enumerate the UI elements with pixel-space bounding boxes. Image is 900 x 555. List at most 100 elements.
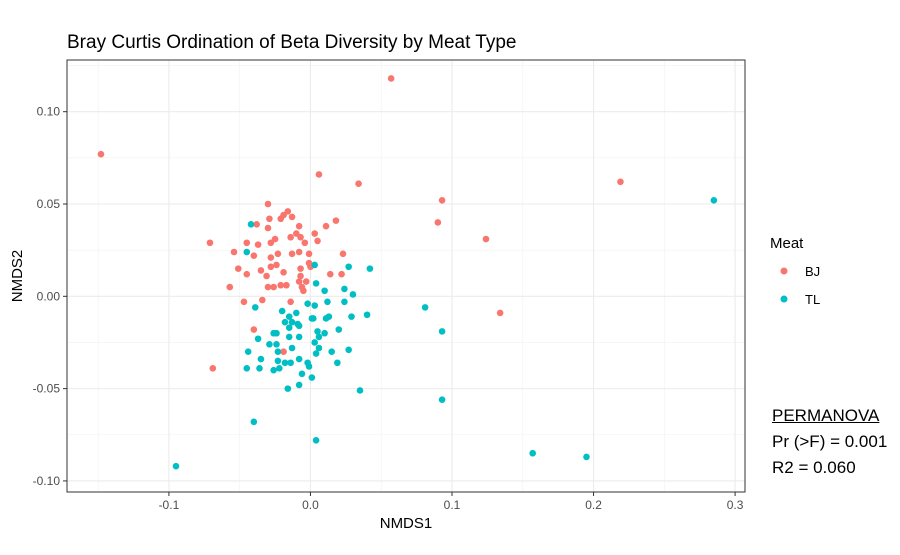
point-bj (97, 150, 105, 158)
point-tl (285, 313, 293, 320)
point-tl (273, 341, 280, 348)
point-bj (311, 230, 319, 237)
point-bj (266, 215, 273, 223)
point-bj (280, 269, 287, 276)
point-tl (312, 280, 320, 287)
point-tl (335, 326, 343, 333)
point-bj (301, 239, 309, 247)
point-tl (244, 348, 252, 355)
point-tl (341, 298, 348, 306)
point-bj (209, 365, 217, 372)
point-bj (264, 283, 272, 291)
point-tl (309, 315, 317, 322)
point-tl (321, 329, 328, 337)
point-bj (264, 200, 272, 208)
point-bj (338, 270, 345, 278)
point-tl (321, 287, 328, 295)
chart-title: Bray Curtis Ordination of Beta Diversity… (67, 32, 517, 53)
point-bj (482, 235, 490, 243)
point-tl (710, 197, 718, 204)
point-tl (312, 437, 320, 444)
permanova-p-value: Pr (>F) = 0.001 (772, 432, 888, 451)
point-tl (288, 318, 296, 326)
point-tl (284, 385, 292, 392)
point-tl (281, 359, 289, 367)
point-tl (287, 359, 294, 367)
point-bj (254, 241, 262, 248)
point-bj (305, 250, 313, 258)
point-tl (324, 298, 331, 306)
point-bj (273, 261, 280, 269)
point-bj (270, 283, 277, 291)
point-tl (366, 265, 374, 272)
point-bj (240, 298, 248, 306)
y-axis-label: NMDS2 (9, 250, 26, 303)
point-tl (312, 350, 320, 357)
point-bj (295, 248, 303, 256)
point-tl (251, 304, 259, 311)
point-bj (288, 213, 296, 221)
point-bj (253, 221, 260, 228)
legend-label-tl: TL (805, 292, 820, 307)
point-bj (314, 237, 321, 245)
legend-title: Meat (770, 235, 804, 252)
point-tl (345, 263, 352, 271)
point-tl (304, 300, 311, 307)
y-tick-label: -0.05 (33, 382, 61, 396)
x-tick-label: 0.3 (727, 498, 744, 512)
point-tl (266, 341, 273, 348)
legend: Meat BJ TL (770, 235, 820, 307)
point-tl (345, 346, 352, 354)
point-tl (278, 307, 286, 315)
point-tl (276, 365, 283, 372)
point-tl (421, 304, 429, 311)
point-bj (243, 239, 251, 247)
point-bj (234, 265, 242, 272)
point-bj (226, 283, 234, 291)
permanova-heading: PERMANOVA (772, 406, 880, 425)
point-tl (334, 359, 341, 367)
point-tl (274, 348, 282, 355)
point-bj (280, 211, 287, 219)
point-bj (300, 287, 307, 295)
x-tick-label: 0.0 (302, 498, 319, 512)
point-bj (274, 250, 282, 258)
point-bj (280, 348, 287, 355)
legend-key-tl (780, 295, 788, 303)
point-bj (287, 233, 294, 241)
point-tl (314, 328, 321, 335)
point-tl (325, 313, 333, 320)
point-tl (273, 329, 280, 337)
point-tl (256, 365, 263, 372)
point-bj (438, 197, 446, 204)
x-tick-label: 0.2 (585, 498, 602, 512)
legend-label-bj: BJ (805, 264, 820, 279)
legend-key-bj (780, 267, 788, 275)
point-tl (247, 221, 255, 228)
point-bj (322, 222, 330, 230)
point-tl (529, 449, 536, 457)
y-tick-label: -0.10 (33, 474, 61, 488)
point-bj (295, 278, 303, 285)
point-tl (243, 248, 251, 256)
point-tl (438, 328, 446, 335)
permanova-r2: R2 = 0.060 (772, 458, 856, 477)
point-bj (315, 171, 323, 178)
point-tl (363, 311, 371, 319)
point-tl (243, 365, 251, 372)
y-tick-label: 0.05 (37, 197, 61, 211)
panel-background (67, 60, 745, 492)
point-bj (259, 296, 266, 304)
point-tl (349, 291, 357, 298)
point-bj (339, 250, 347, 258)
axis-ticks: -0.1 0.0 0.1 0.2 0.3 -0.10 -0.05 0.00 0.05 0.10 (33, 105, 744, 512)
point-bj (288, 250, 296, 258)
point-bj (355, 180, 362, 187)
point-tl (305, 363, 313, 370)
point-tl (315, 333, 323, 341)
point-tl (281, 318, 289, 326)
point-tl (270, 366, 277, 374)
point-bj (277, 281, 285, 289)
